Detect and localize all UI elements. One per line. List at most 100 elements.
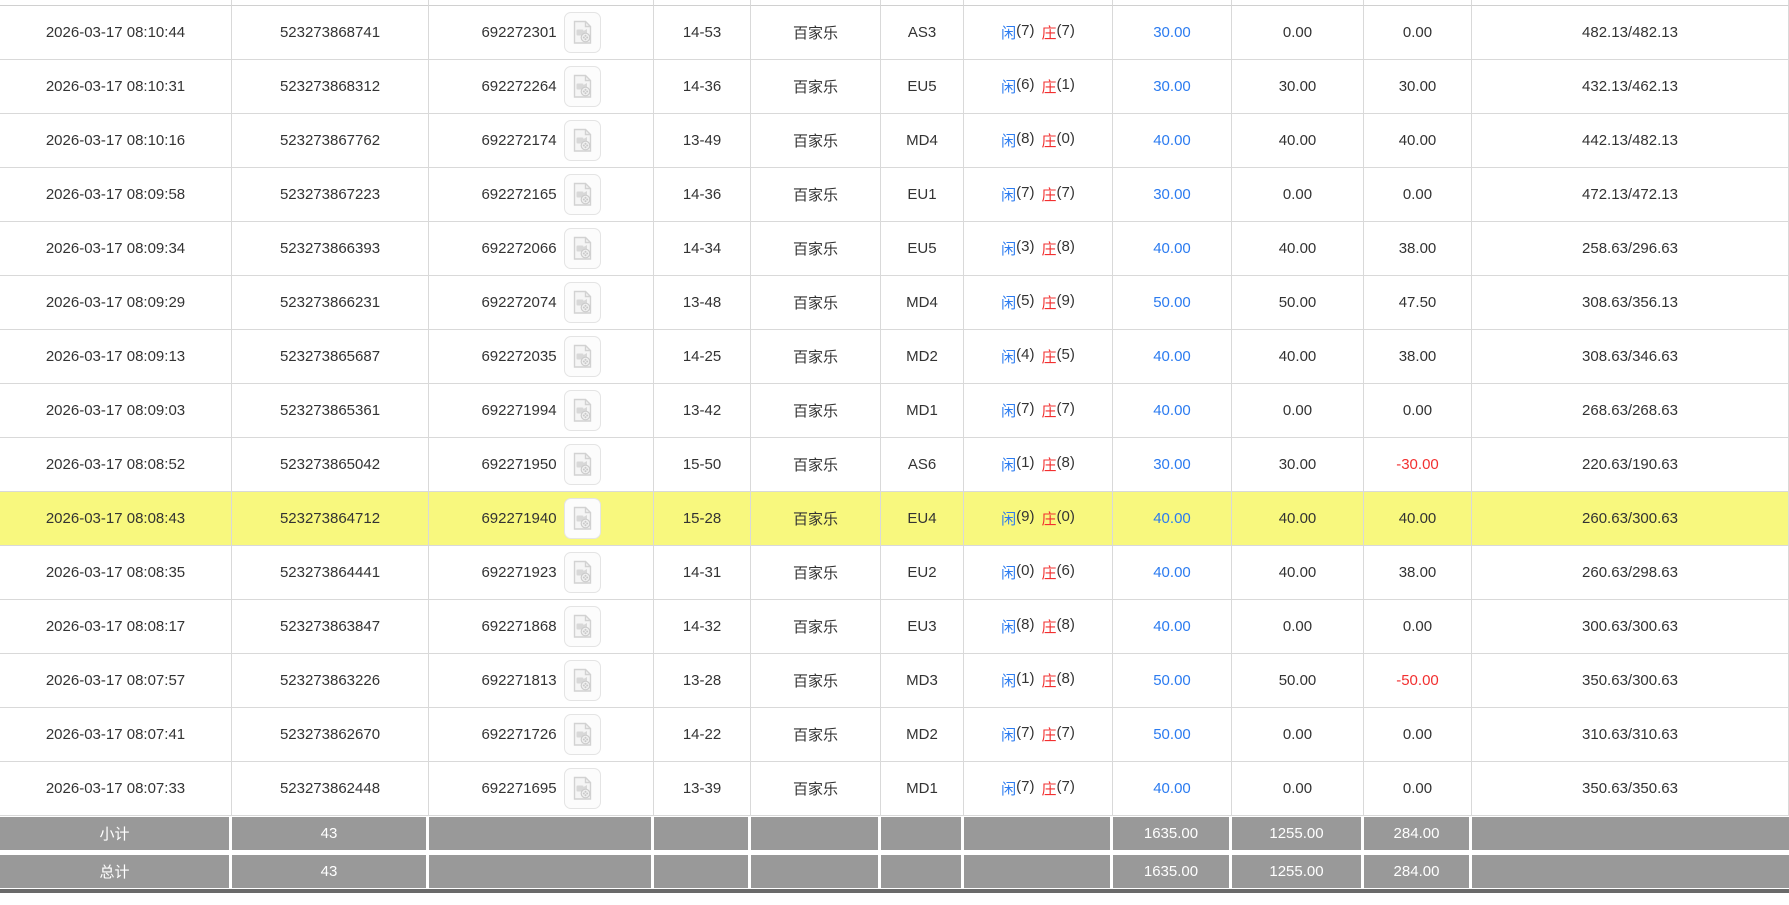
video-replay-button[interactable] [563, 12, 601, 53]
cell-bet-time: 2026-03-17 08:10:44 [0, 6, 232, 60]
cell-shoe-round: 13-49 [654, 114, 751, 168]
cell-bet-time: 2026-03-17 08:07:33 [0, 762, 232, 816]
banker-result: 庄 (9) [1041, 292, 1075, 312]
banker-result: 庄 (8) [1041, 238, 1075, 258]
cell-round-id: 692272301 [429, 6, 654, 60]
table-row[interactable]: 2026-03-17 08:08:52 523273865042 6922719… [0, 438, 1789, 492]
video-replay-button[interactable] [563, 66, 601, 107]
cell-shoe-round: 13-39 [654, 762, 751, 816]
cell-valid-amount: 50.00 [1232, 654, 1364, 708]
total-bet-total: 1635.00 [1113, 855, 1232, 888]
video-file-icon [573, 398, 591, 422]
table-row[interactable]: 2026-03-17 08:09:29 523273866231 6922720… [0, 276, 1789, 330]
cell-bet-amount: 30.00 [1113, 60, 1232, 114]
cell-game-type: 百家乐 [751, 276, 881, 330]
round-id-text: 692272301 [481, 24, 557, 41]
video-replay-button[interactable] [563, 336, 601, 377]
player-result: 闲 (4) [1001, 346, 1035, 366]
subtotal-label: 小计 [0, 817, 232, 850]
cell-valid-amount: 0.00 [1232, 708, 1364, 762]
video-replay-button[interactable] [563, 552, 601, 593]
cell-bet-amount: 40.00 [1113, 600, 1232, 654]
table-row[interactable]: 2026-03-17 08:09:58 523273867223 6922721… [0, 168, 1789, 222]
video-replay-button[interactable] [563, 120, 601, 161]
subtotal-valid-total: 1255.00 [1232, 817, 1364, 850]
table-row[interactable]: 2026-03-17 08:07:57 523273863226 6922718… [0, 654, 1789, 708]
video-file-icon [573, 614, 591, 638]
table-row[interactable]: 2026-03-17 08:07:33 523273862448 6922716… [0, 762, 1789, 816]
video-replay-button[interactable] [563, 768, 601, 809]
subtotal-winloss-total: 284.00 [1364, 817, 1472, 850]
video-replay-button[interactable] [563, 606, 601, 647]
cell-round-id: 692271813 [429, 654, 654, 708]
cell-round-id: 692272074 [429, 276, 654, 330]
cell-bet-id: 523273862670 [232, 708, 429, 762]
cell-shoe-round: 13-28 [654, 654, 751, 708]
cell-table-code: MD4 [881, 114, 964, 168]
cell-bet-time: 2026-03-17 08:08:52 [0, 438, 232, 492]
cell-game-type: 百家乐 [751, 114, 881, 168]
total-label: 总计 [0, 855, 232, 888]
total-valid-total: 1255.00 [1232, 855, 1364, 888]
table-row[interactable]: 2026-03-17 08:08:17 523273863847 6922718… [0, 600, 1789, 654]
cell-round-id: 692272174 [429, 114, 654, 168]
cell-game-result: 闲 (1) 庄 (8) [964, 654, 1113, 708]
table-row[interactable]: 2026-03-17 08:09:03 523273865361 6922719… [0, 384, 1789, 438]
video-replay-button[interactable] [563, 228, 601, 269]
cell-bet-id: 523273865687 [232, 330, 429, 384]
cell-bet-time: 2026-03-17 08:07:57 [0, 654, 232, 708]
video-replay-button[interactable] [563, 174, 601, 215]
cell-shoe-round: 15-28 [654, 492, 751, 546]
video-file-icon [573, 722, 591, 746]
video-replay-button[interactable] [563, 444, 601, 485]
video-replay-button[interactable] [563, 660, 601, 701]
video-file-icon [573, 776, 591, 800]
table-row[interactable]: 2026-03-17 08:09:34 523273866393 6922720… [0, 222, 1789, 276]
cell-bet-id: 523273867223 [232, 168, 429, 222]
cell-game-type: 百家乐 [751, 654, 881, 708]
table-row[interactable]: 2026-03-17 08:09:13 523273865687 6922720… [0, 330, 1789, 384]
table-row[interactable]: 2026-03-17 08:08:35 523273864441 6922719… [0, 546, 1789, 600]
table-row[interactable]: 2026-03-17 08:08:43 523273864712 6922719… [0, 492, 1789, 546]
cell-round-id: 692271868 [429, 600, 654, 654]
video-replay-button[interactable] [563, 282, 601, 323]
video-file-icon [573, 74, 591, 98]
cell-shoe-round: 14-22 [654, 708, 751, 762]
cell-valid-amount: 40.00 [1232, 330, 1364, 384]
cell-bet-amount: 30.00 [1113, 168, 1232, 222]
banker-result: 庄 (5) [1041, 346, 1075, 366]
table-row[interactable]: 2026-03-17 08:10:16 523273867762 6922721… [0, 114, 1789, 168]
banker-result: 庄 (7) [1041, 778, 1075, 798]
cell-balance: 350.63/350.63 [1472, 762, 1789, 816]
cell-table-code: EU2 [881, 546, 964, 600]
cell-round-id: 692272035 [429, 330, 654, 384]
player-result: 闲 (7) [1001, 778, 1035, 798]
video-file-icon [573, 344, 591, 368]
round-id-text: 692272066 [481, 240, 557, 257]
cell-game-type: 百家乐 [751, 708, 881, 762]
table-row[interactable]: 2026-03-17 08:10:31 523273868312 6922722… [0, 60, 1789, 114]
video-replay-button[interactable] [563, 714, 601, 755]
player-result: 闲 (8) [1001, 130, 1035, 150]
video-file-icon [573, 452, 591, 476]
table-body: 2026-03-17 08:10:44 523273868741 6922723… [0, 6, 1789, 816]
cell-bet-amount: 50.00 [1113, 708, 1232, 762]
cell-valid-amount: 50.00 [1232, 276, 1364, 330]
cell-table-code: EU1 [881, 168, 964, 222]
cell-game-result: 闲 (5) 庄 (9) [964, 276, 1113, 330]
cell-game-type: 百家乐 [751, 6, 881, 60]
cell-bet-time: 2026-03-17 08:07:41 [0, 708, 232, 762]
cell-game-result: 闲 (4) 庄 (5) [964, 330, 1113, 384]
cell-balance: 310.63/310.63 [1472, 708, 1789, 762]
cell-game-result: 闲 (6) 庄 (1) [964, 60, 1113, 114]
cell-win-loss: 0.00 [1364, 762, 1472, 816]
table-row[interactable]: 2026-03-17 08:07:41 523273862670 6922717… [0, 708, 1789, 762]
cell-shoe-round: 14-36 [654, 168, 751, 222]
video-replay-button[interactable] [563, 390, 601, 431]
banker-result: 庄 (8) [1041, 616, 1075, 636]
cell-round-id: 692271923 [429, 546, 654, 600]
video-replay-button[interactable] [563, 498, 601, 539]
table-row[interactable]: 2026-03-17 08:10:44 523273868741 6922723… [0, 6, 1789, 60]
cell-table-code: EU4 [881, 492, 964, 546]
player-result: 闲 (8) [1001, 616, 1035, 636]
